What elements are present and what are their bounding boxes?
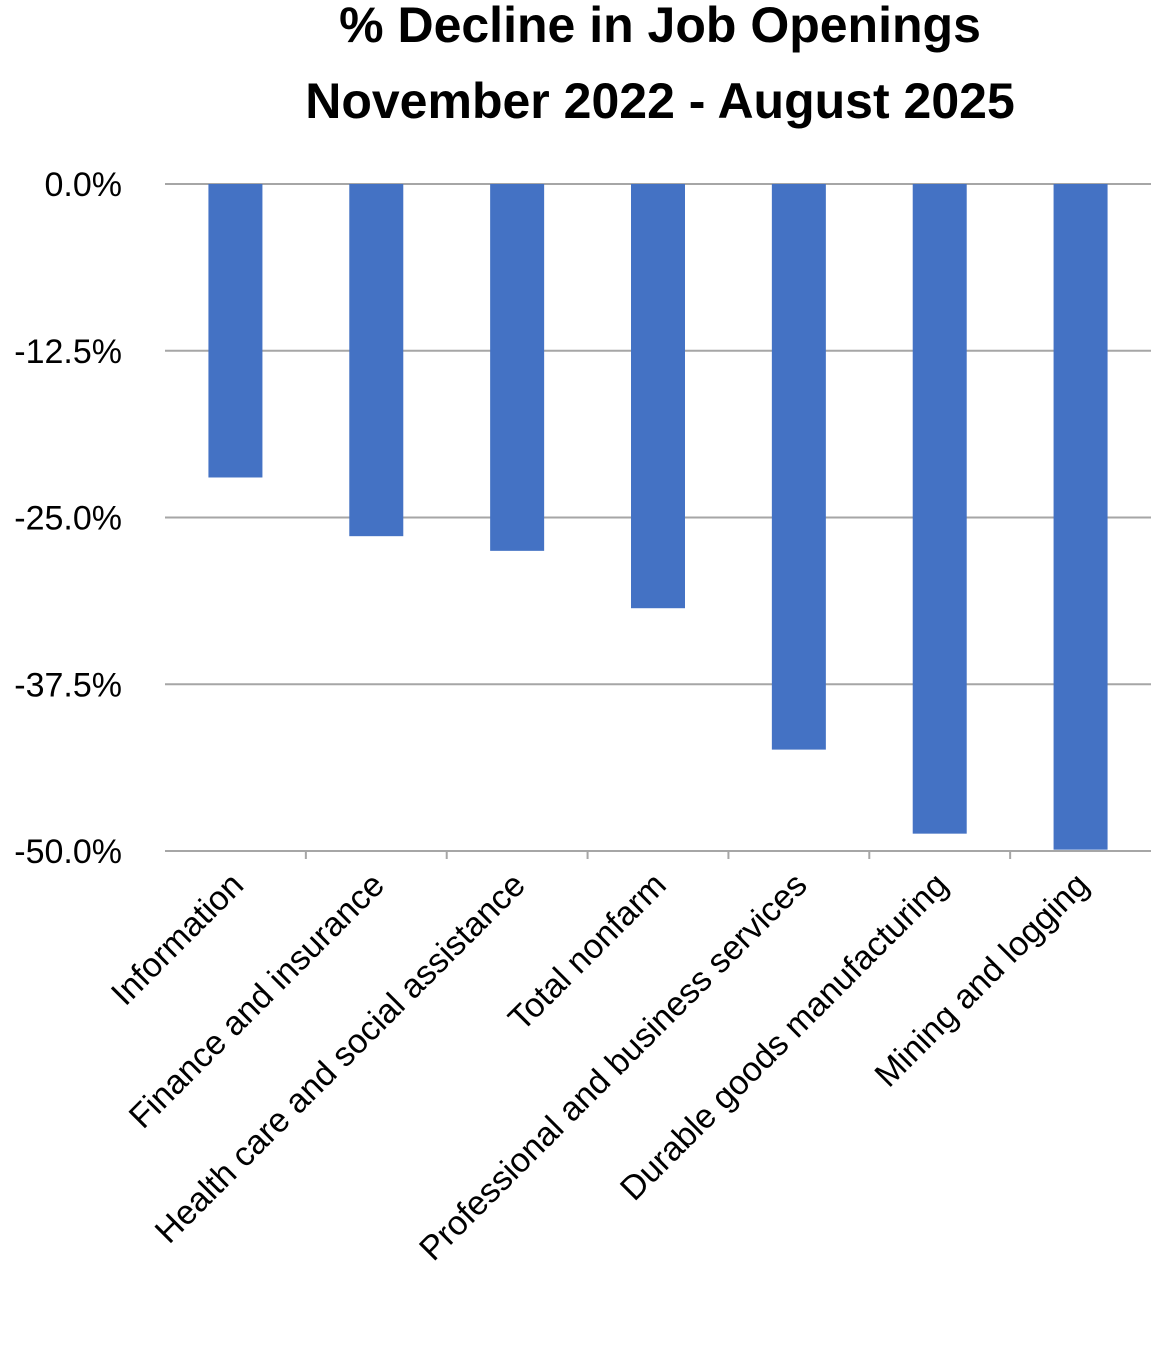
y-tick-label: -50.0%	[14, 833, 122, 871]
bar	[208, 184, 263, 478]
bar	[1053, 184, 1108, 850]
x-category-label: Information	[104, 866, 251, 1013]
bar	[349, 184, 404, 537]
y-tick-label: -12.5%	[14, 333, 122, 371]
bar	[490, 184, 545, 551]
y-tick-label: 0.0%	[45, 166, 123, 204]
y-tick-label: -25.0%	[14, 500, 122, 538]
bar	[631, 184, 685, 609]
chart-title-line-2: November 2022 - August 2025	[305, 73, 1015, 129]
bar	[912, 184, 967, 834]
y-tick-label: -37.5%	[14, 666, 122, 704]
x-category-label: Finance and insurance	[122, 866, 392, 1136]
chart-title-line-1: % Decline in Job Openings	[339, 0, 981, 53]
bar	[771, 184, 826, 750]
